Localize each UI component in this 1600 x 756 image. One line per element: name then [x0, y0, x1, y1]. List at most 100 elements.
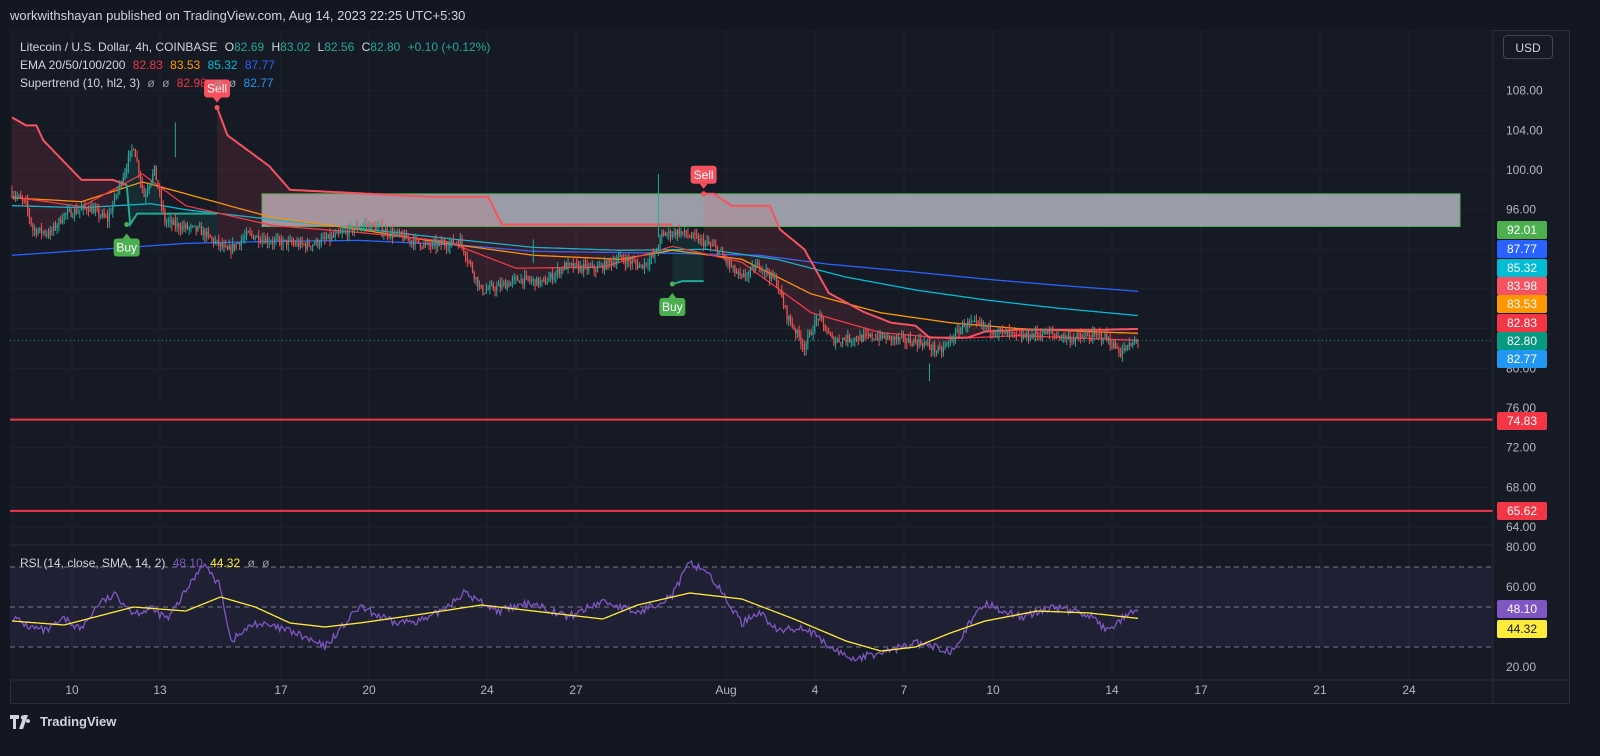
time-tick-label: 24 [480, 683, 494, 697]
candle-body [645, 262, 647, 265]
rsi-pane [10, 559, 1493, 663]
candle-body [14, 196, 17, 198]
candle-body [60, 218, 62, 224]
candle-body [131, 149, 133, 152]
candle-body [808, 331, 811, 336]
tradingview-footer[interactable]: TradingView [10, 714, 116, 729]
candle-body [139, 173, 142, 182]
candle-body [623, 258, 625, 261]
buy-signal-badge [659, 298, 686, 317]
candle-body [560, 268, 562, 275]
candle-body [1104, 333, 1106, 339]
candle-body [1135, 341, 1137, 343]
candle-body [1066, 337, 1068, 340]
candle-body [126, 168, 128, 173]
candle-body [329, 234, 331, 240]
candle-body [687, 234, 689, 236]
candle-body [633, 261, 635, 263]
candle-body [930, 347, 932, 351]
currency-button[interactable]: USD [1503, 35, 1553, 59]
candle-body [174, 220, 176, 227]
candle-body [1019, 334, 1021, 336]
candle-body [146, 190, 149, 194]
price-badge-label: 82.83 [1507, 316, 1537, 330]
candle-body [383, 232, 385, 235]
candle-body [42, 231, 44, 233]
candle-body [72, 216, 74, 218]
candle-body [424, 243, 427, 245]
candle-body [1097, 333, 1099, 335]
candle-body [46, 234, 48, 236]
candle-body [734, 265, 736, 273]
candle-body [487, 289, 489, 291]
candle-body [709, 244, 712, 246]
candle-body [153, 165, 156, 173]
candle-body [676, 229, 679, 236]
candle-body [1113, 342, 1115, 349]
candle-body [942, 347, 944, 353]
candle-body [636, 263, 639, 268]
candle-body [225, 245, 227, 247]
candle-body [1106, 333, 1108, 341]
candle-body [789, 315, 792, 323]
candle-body [386, 229, 388, 236]
candle-body [379, 225, 381, 227]
candle-body [857, 339, 859, 341]
candle-body [155, 165, 157, 181]
candle-body [1005, 330, 1007, 335]
candle-body [894, 336, 896, 340]
candle-body [1107, 338, 1110, 341]
candle-body [204, 230, 206, 238]
candle-body [1043, 329, 1045, 335]
candle-body [732, 265, 734, 267]
candle-body [654, 252, 656, 257]
candle-body [445, 245, 448, 248]
candle-body [164, 210, 166, 223]
candle-body [451, 239, 453, 243]
candle-body [150, 181, 152, 187]
candle-body [86, 208, 88, 211]
supertrend-line [216, 107, 673, 226]
candle-body [828, 332, 830, 334]
candle-body [252, 235, 255, 240]
candle-body [741, 274, 743, 276]
signal-dot [214, 105, 220, 111]
ema100-value: 85.32 [207, 58, 238, 72]
candle-body [819, 315, 821, 320]
candle-body [723, 255, 726, 259]
candle-body [1126, 345, 1129, 351]
candle-body [850, 341, 852, 343]
candle-body [444, 242, 446, 246]
candle-body [779, 289, 781, 291]
candle-body [145, 193, 147, 197]
candle-body [958, 329, 960, 334]
price-badge [1497, 314, 1547, 332]
candle-body [23, 199, 25, 201]
candle-body [831, 335, 833, 338]
candle-body [975, 320, 977, 322]
supertrend-legend[interactable]: Supertrend (10, hl2, 3) ø ø 82.98 ø ø 82… [20, 76, 278, 90]
candle-body [39, 227, 41, 231]
candle-body [829, 332, 832, 336]
candle-body [854, 337, 856, 341]
candle-body [362, 225, 364, 228]
candle-body [617, 257, 620, 261]
candle-body [909, 338, 911, 344]
candle-body [847, 334, 849, 343]
symbol-legend[interactable]: Litecoin / U.S. Dollar, 4h, COINBASE O82… [20, 40, 494, 54]
candle-body [499, 283, 501, 288]
ema-legend[interactable]: EMA 20/50/100/200 82.83 83.53 85.32 87.7… [20, 58, 279, 72]
rsi-tick-label: 60.00 [1506, 580, 1536, 594]
candle-body [367, 223, 369, 225]
candle-body [463, 246, 465, 253]
candle-body [127, 156, 130, 169]
candle-body [232, 243, 234, 253]
candle-body [475, 277, 477, 279]
candle-body [765, 268, 767, 272]
price-badge [1497, 277, 1547, 295]
rsi-legend[interactable]: RSI (14, close, SMA, 14, 2) 48.10 44.32 … [20, 556, 274, 570]
candle-body [1045, 329, 1047, 335]
candle-body [292, 243, 295, 245]
candle-body [122, 177, 124, 185]
